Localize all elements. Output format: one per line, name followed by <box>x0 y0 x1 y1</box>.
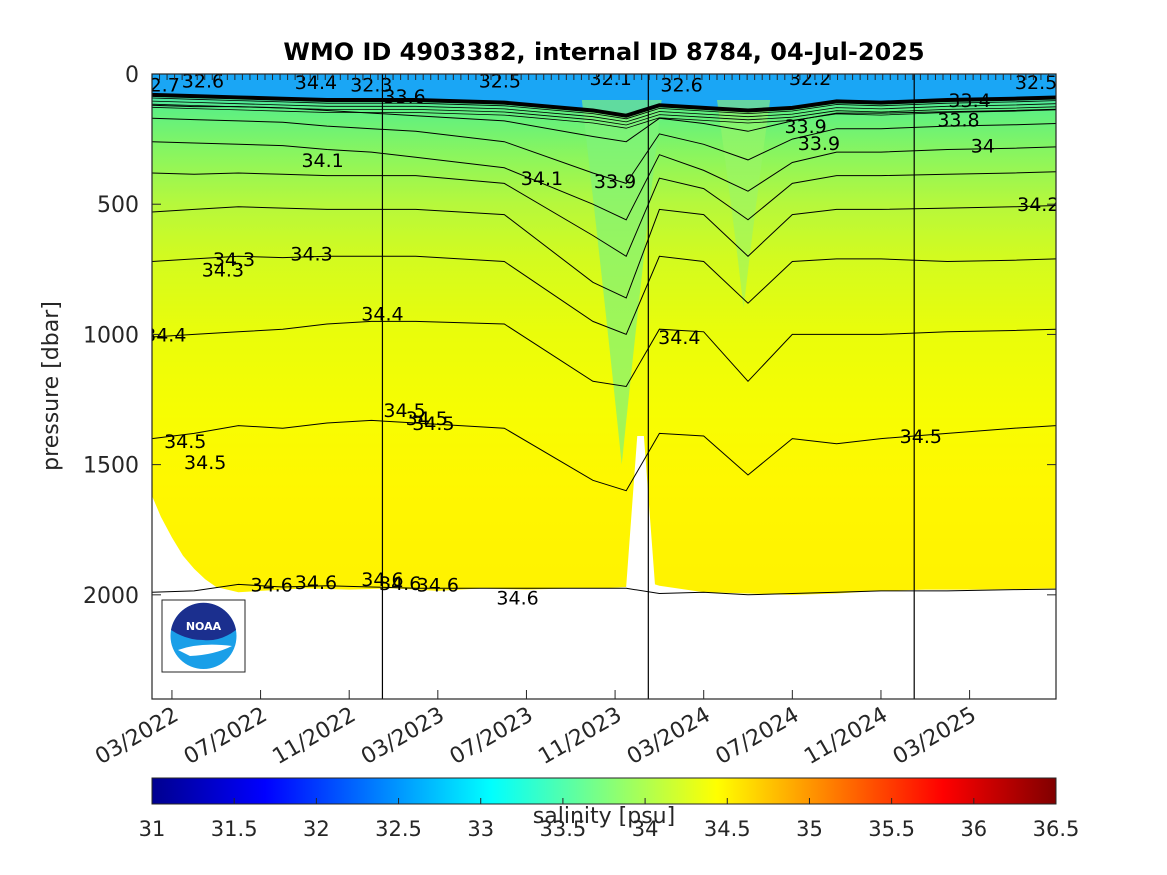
colorbar-tick-label: 32 <box>303 817 330 841</box>
colorbar-tick-label: 34 <box>632 817 659 841</box>
y-axis: 0 500 1000 1500 2000 <box>83 63 1056 609</box>
contour-34.1 <box>152 171 1056 258</box>
contour-label: 34.6 <box>361 569 403 591</box>
contour-label: 34.6 <box>417 574 459 596</box>
contour-34 <box>152 141 1056 221</box>
contour-label: 32.2 <box>789 68 831 90</box>
low-salinity-intrusion-2023 <box>581 100 662 465</box>
contour-label: 32.7 <box>137 74 179 96</box>
colorbar-tick-label: 35 <box>796 817 823 841</box>
contour-label: 34.5 <box>164 431 206 453</box>
contour-labels: 32.7 32.6 34.4 32.333.632.5 32.1 32.6 32.2 32.5… <box>137 68 1059 609</box>
contour-label: 34.2 <box>1017 194 1059 216</box>
contour-34.5 <box>152 419 1056 492</box>
contour-label: 34.4 <box>144 324 186 346</box>
contour-label: 34.5 <box>383 400 425 422</box>
float-cycle-separators <box>381 74 915 699</box>
colorbar-tick-label: 34.5 <box>704 817 751 841</box>
contour-label: 34.3 <box>290 244 332 266</box>
x-tick-label: 03/2024 <box>623 703 715 770</box>
x-tick-label: 11/2023 <box>534 703 626 770</box>
contour-label: 34.4 <box>295 72 337 94</box>
contour-label: 34.1 <box>301 150 343 172</box>
colorbar-tick-label: 36 <box>960 817 987 841</box>
y-tick-label: 2000 <box>83 584 139 609</box>
y-tick-label: 1500 <box>83 454 139 479</box>
colorbar-tick-label: 36.5 <box>1033 817 1080 841</box>
x-tick-label: 11/2022 <box>269 703 361 770</box>
contour-label: 33.4 <box>948 90 990 112</box>
contour-label: 33.9 <box>798 133 840 155</box>
y-tick-label: 500 <box>97 193 139 218</box>
colorbar-tick-label: 33.5 <box>540 817 587 841</box>
contour-label: 34.6 <box>496 587 538 609</box>
contour-34.2 <box>152 205 1056 299</box>
y-tick-label: 0 <box>125 63 139 88</box>
colorbar-tick-label: 31.5 <box>211 817 258 841</box>
contour-label: 33.6 <box>383 86 425 108</box>
contour-label: 34.5 <box>900 426 942 448</box>
x-tick-label: 11/2024 <box>800 703 892 770</box>
contour-label: 32.5 <box>479 71 521 93</box>
contour-33.9 <box>152 117 1056 184</box>
contour-label: 34.3 <box>213 249 255 271</box>
x-tick-label: 03/2022 <box>91 703 183 770</box>
contour-label: 34.6 <box>295 572 337 594</box>
colorbar-tick-label: 31 <box>139 817 166 841</box>
colorbar-tick-label: 33 <box>467 817 494 841</box>
contour-label: 33.9 <box>784 116 826 138</box>
contour-label: 34.4 <box>361 304 403 326</box>
shallow-contour <box>152 103 1056 126</box>
shallow-contour <box>152 97 1056 120</box>
contour-label: 33.8 <box>937 110 979 132</box>
colorbar-ticks: 31 31.5 32 32.5 33 33.5 34 34.5 35 35.5 36 36.5 <box>139 798 1080 841</box>
contour-34.3 <box>152 255 1056 336</box>
y-axis-label: pressure [dbar] <box>39 301 64 471</box>
contour-label: 33.9 <box>594 171 636 193</box>
contour-label: 34.6 <box>250 574 292 596</box>
noaa-logo-text: NOAA <box>186 620 222 633</box>
contour-label: 34.5 <box>184 452 226 474</box>
contour-label: 34.5 <box>412 413 454 435</box>
colorbar-label: salinity [psu] <box>533 804 675 829</box>
surface-layer <box>152 74 1056 114</box>
contour-label: 34.4 <box>658 327 700 349</box>
contour-label: 32.5 <box>1015 72 1057 94</box>
colorbar-tick-label: 32.5 <box>375 817 422 841</box>
shallow-contour <box>152 100 1056 123</box>
contour-34.4 <box>152 320 1056 388</box>
contour-label: 34.6 <box>379 573 421 595</box>
contour-label: 32.6 <box>182 71 224 93</box>
shallow-contour <box>152 106 1056 129</box>
salinity-contours <box>152 94 1056 596</box>
contour-label: 34.1 <box>521 168 563 190</box>
noaa-logo: NOAA <box>161 599 246 673</box>
pycnocline-contour-band <box>152 92 1056 118</box>
colorbar-tick-label: 35.5 <box>868 817 915 841</box>
contour-label: 32.3 <box>350 74 392 96</box>
contour-label: 34 <box>971 136 995 158</box>
x-axis: 03/202207/202211/202203/202307/202311/20… <box>91 690 981 770</box>
salinity-field <box>152 74 1056 595</box>
y-tick-label: 1000 <box>83 323 139 348</box>
contour-label: 34.5 <box>406 408 448 430</box>
chart-title: WMO ID 4903382, internal ID 8784, 04-Jul… <box>283 38 924 66</box>
x-tick-label: 03/2023 <box>357 703 449 770</box>
contour-label: 32.6 <box>660 74 702 96</box>
contour-34.6 <box>152 583 1056 596</box>
contour-label: 34.3 <box>202 259 244 281</box>
low-salinity-intrusion-2024 <box>717 100 771 309</box>
x-tick-label: 07/2022 <box>180 703 272 770</box>
x-tick-label: 03/2025 <box>889 703 981 770</box>
x-tick-label: 07/2023 <box>446 703 538 770</box>
top-ticks <box>151 74 1057 80</box>
colorbar <box>151 777 1057 805</box>
contour-label: 32.1 <box>589 68 631 90</box>
x-tick-label: 07/2024 <box>712 703 804 770</box>
